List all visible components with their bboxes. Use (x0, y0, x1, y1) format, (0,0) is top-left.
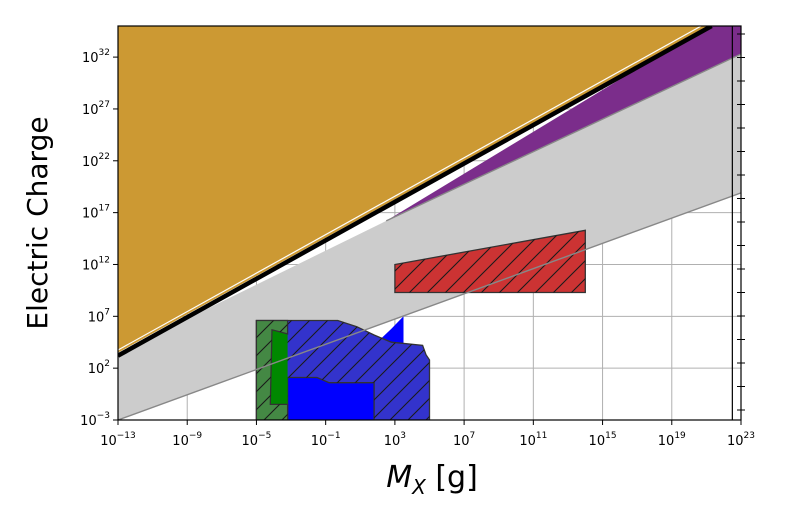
region-green-hatched (255, 319, 289, 420)
x-tick-label: 1019 (658, 431, 686, 449)
x-tick-label: 103 (384, 431, 406, 449)
region-green-hatched-hatch (256, 320, 288, 420)
region-blue-hatched-hatch (256, 320, 430, 420)
y-tick-label: 1032 (82, 48, 110, 66)
region-purple (386, 26, 741, 221)
axis-ticks: 10−13 10−9 10−5 10−1 103 107 1011 1015 1019 1023 1… (80, 48, 755, 449)
x-tick-label: 1015 (589, 431, 617, 449)
line-gray-boundary-upper (385, 53, 741, 222)
y-tick-label: 1017 (82, 204, 110, 222)
x-axis-title: MX [g] (386, 460, 478, 499)
plot-frame (117, 25, 742, 421)
line-gray-boundary-lower (118, 192, 741, 420)
region-blue-hatched (255, 319, 431, 420)
region-red-hatched-hatch (394, 230, 586, 293)
y-tick-label: 10−3 (80, 411, 110, 429)
x-tick-label: 10−1 (311, 431, 341, 449)
x-tick-label: 107 (453, 431, 475, 449)
x-tick-label: 10−9 (172, 431, 202, 449)
x-tick-label: 1023 (727, 431, 755, 449)
x-tick-label: 10−5 (242, 431, 272, 449)
y-tick-label: 1027 (82, 100, 110, 118)
y-tick-label: 1012 (82, 255, 110, 273)
x-tick-label: 10−13 (100, 431, 136, 449)
y-tick-label: 102 (88, 359, 110, 377)
line-white-inner-line (118, 26, 702, 351)
y-tick-label: 107 (88, 307, 110, 325)
x-axis-unit: [g] (426, 460, 478, 495)
boundary-lines (118, 26, 741, 420)
region-purple-fill (386, 26, 741, 221)
right-edge-bar (731, 26, 745, 420)
y-axis-title: Electric Charge (21, 116, 54, 329)
x-tick-label: 1011 (519, 431, 547, 449)
region-red-hatched (394, 229, 586, 294)
line-black-boundary (118, 26, 713, 358)
y-tick-label: 1022 (82, 152, 110, 170)
